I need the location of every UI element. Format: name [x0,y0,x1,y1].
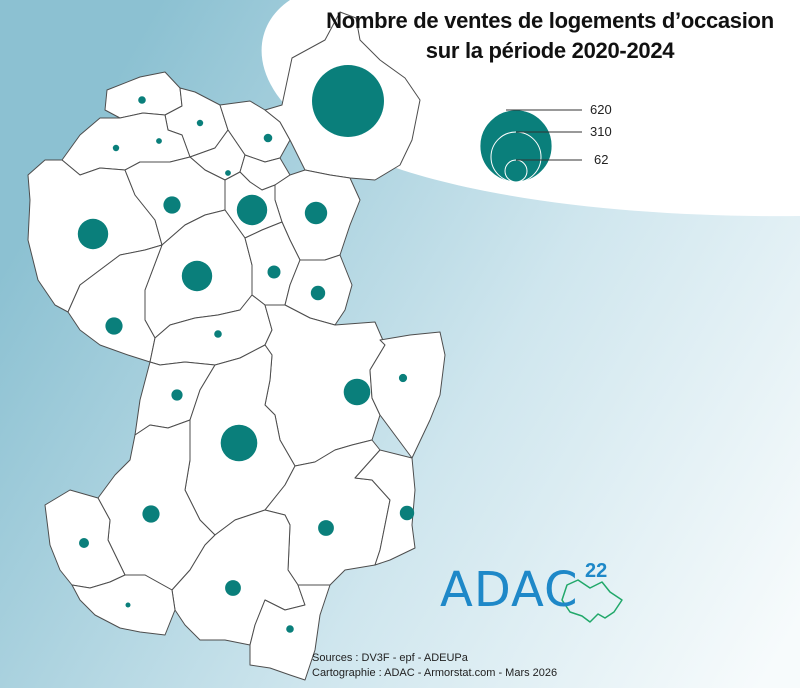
proportional-symbol [163,196,181,214]
proportional-symbol [267,265,281,279]
proportional-symbol [220,424,258,462]
proportional-symbol [312,65,384,137]
proportional-symbol [225,580,241,596]
proportional-symbol [318,520,334,536]
cartography-line: Cartographie : ADAC - Armorstat.com - Ma… [312,667,558,679]
map-title: Nombre de ventes de logements d’occasion… [300,6,800,66]
proportional-symbol [105,317,123,335]
adac-logo-number: 22 [585,560,608,582]
proportional-symbol [79,538,89,548]
commune-polygon [71,574,176,636]
proportional-symbol [138,96,146,104]
commune-polygon [67,244,163,363]
legend [479,109,582,183]
proportional-symbol [236,194,268,226]
proportional-symbol [181,260,213,292]
proportional-symbol [156,138,162,144]
proportional-symbol [77,218,109,250]
commune-polygon [369,331,446,459]
logo-outline-icon [561,579,623,623]
proportional-symbol [214,330,222,338]
proportional-symbol [263,133,273,143]
proportional-symbol [304,201,328,225]
adac-logo-text: ADAC [440,562,579,618]
proportional-symbol [310,285,326,301]
sources-line: Sources : DV3F - epf - ADEUPa [312,652,468,664]
proportional-symbol [196,119,204,127]
proportional-symbol [286,625,294,633]
proportional-symbol [398,373,408,383]
map-title-line1: Nombre de ventes de logements d’occasion [326,8,774,33]
proportional-symbol [125,602,131,608]
sources-credit: Sources : DV3F - epf - ADEUPa Cartograph… [312,651,557,681]
proportional-symbol [343,378,371,406]
proportional-symbol [112,144,120,152]
proportional-symbol [399,505,415,521]
proportional-symbol [225,170,231,176]
legend-circle-small [504,159,528,183]
commune-polygon [354,449,416,566]
proportional-symbol [171,389,183,401]
proportional-symbols [77,65,415,633]
legend-label-62: 62 [594,152,609,167]
legend-label-620: 620 [590,102,612,117]
proportional-symbol [142,505,160,523]
legend-label-310: 310 [590,124,612,139]
map-title-line2: sur la période 2020-2024 [425,38,675,63]
